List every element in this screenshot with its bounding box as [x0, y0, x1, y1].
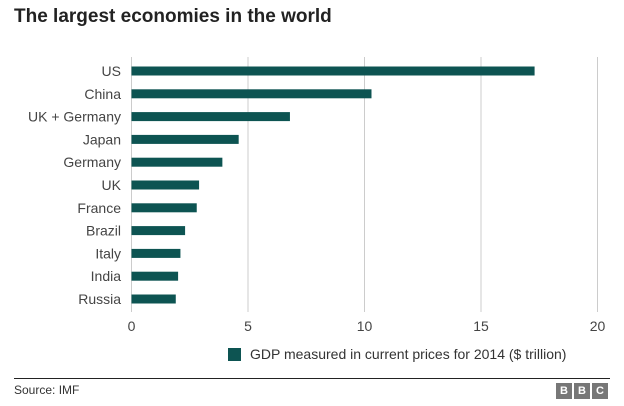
bar-japan — [131, 134, 239, 144]
bbc-logo-b1: B — [556, 383, 572, 399]
legend-swatch — [228, 347, 241, 361]
category-label: India — [91, 268, 122, 284]
legend: GDP measured in current prices for 2014 … — [228, 346, 566, 362]
bar-india — [131, 271, 179, 281]
category-label: UK + Germany — [28, 109, 121, 125]
category-label: UK — [102, 177, 122, 193]
x-tick-label: 15 — [473, 318, 489, 334]
category-label: Germany — [63, 154, 121, 170]
category-label: Italy — [95, 245, 121, 261]
chart-title: The largest economies in the world — [14, 6, 332, 27]
bar-uk-germany — [131, 112, 290, 122]
bar-brazil — [131, 226, 186, 236]
x-tick-label: 0 — [128, 318, 136, 334]
category-label: Brazil — [86, 223, 121, 239]
bar-italy — [131, 248, 181, 258]
legend-label: GDP measured in current prices for 2014 … — [250, 346, 567, 362]
x-tick-label: 20 — [590, 318, 606, 334]
source-note: Source: IMF — [14, 383, 80, 397]
category-label: Japan — [83, 131, 121, 147]
bbc-logo-b2: B — [574, 383, 590, 399]
x-tick-label: 5 — [244, 318, 252, 334]
bar-germany — [131, 157, 223, 167]
bbc-logo-c: C — [592, 383, 608, 399]
bbc-logo: B B C — [556, 383, 608, 399]
bar-china — [131, 89, 372, 99]
footer-divider — [14, 378, 610, 379]
category-label: France — [77, 200, 121, 216]
category-label: China — [84, 86, 121, 102]
bar-france — [131, 203, 197, 213]
bar-russia — [131, 294, 176, 304]
bar-uk — [131, 180, 200, 190]
category-label: US — [102, 63, 121, 79]
bar-us — [131, 66, 535, 76]
x-tick-label: 10 — [357, 318, 373, 334]
category-label: Russia — [78, 291, 121, 307]
